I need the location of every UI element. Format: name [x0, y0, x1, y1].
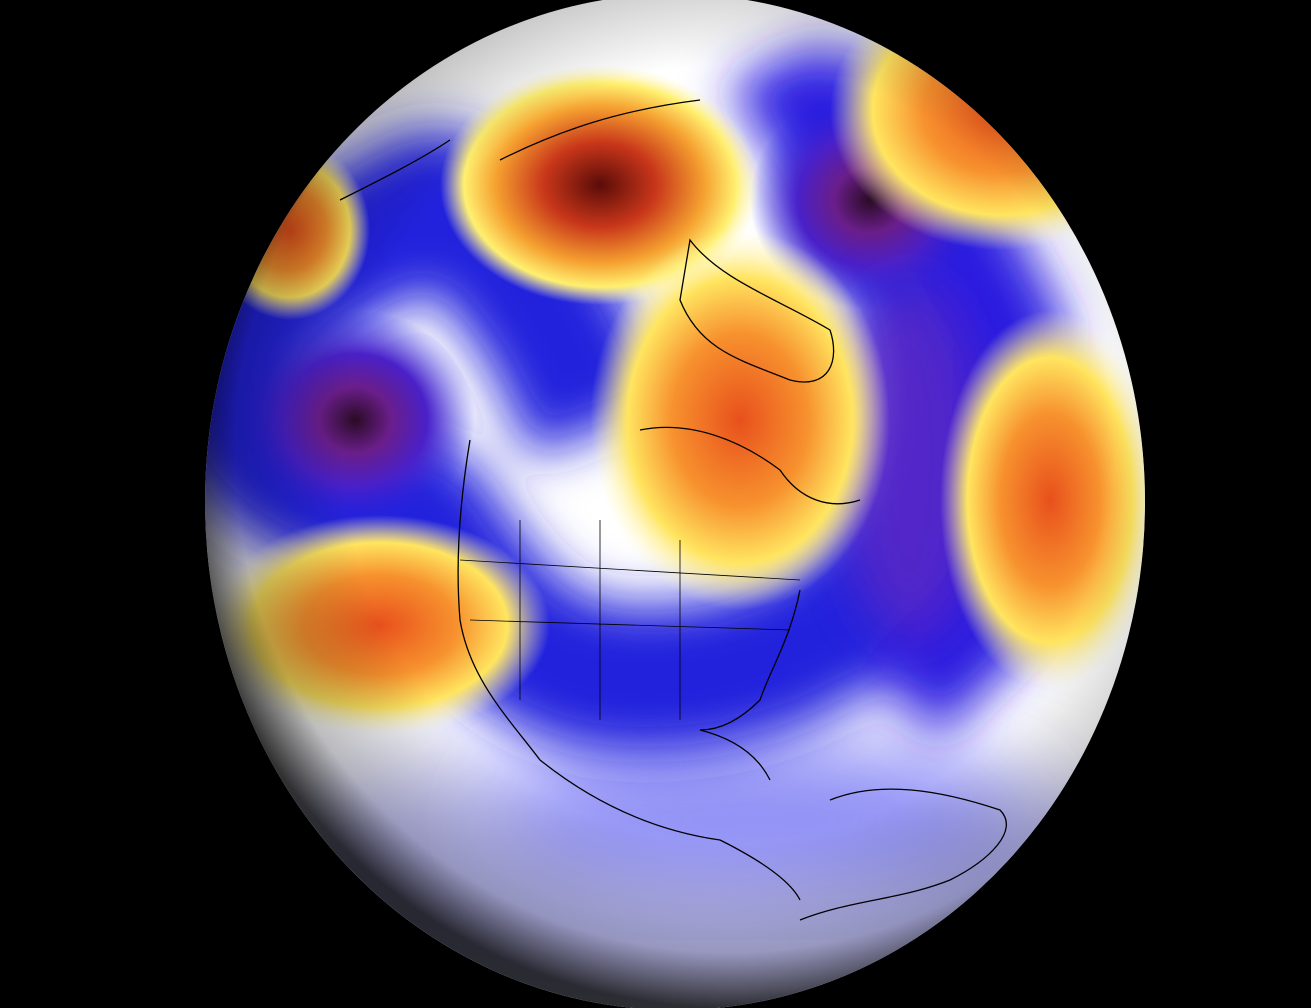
globe: [205, 0, 1145, 1008]
limb-shading: [205, 0, 1145, 1008]
